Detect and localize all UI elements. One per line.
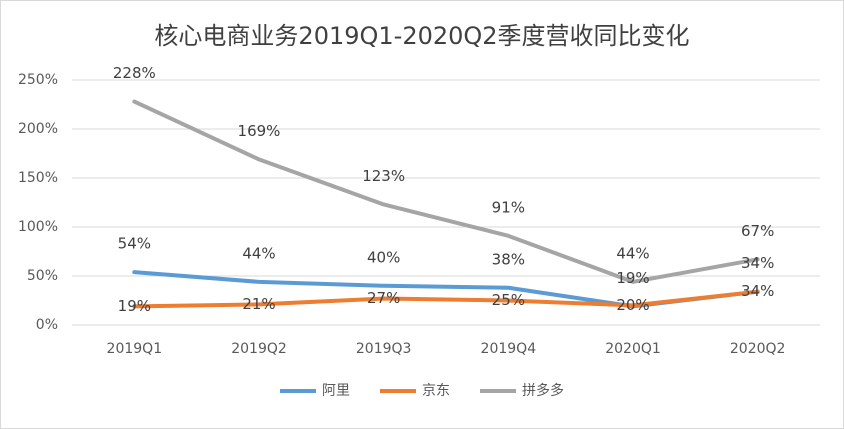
legend-label: 阿里 bbox=[322, 383, 350, 399]
data-label: 20% bbox=[616, 296, 649, 314]
data-label: 34% bbox=[741, 282, 774, 300]
x-tick-label: 2019Q1 bbox=[107, 341, 163, 357]
data-label: 40% bbox=[367, 248, 400, 266]
data-label: 19% bbox=[616, 269, 649, 287]
legend-label: 拼多多 bbox=[522, 382, 564, 399]
x-tick-label: 2019Q4 bbox=[481, 341, 537, 357]
data-label: 27% bbox=[367, 289, 400, 307]
y-tick-label: 0% bbox=[36, 317, 58, 333]
data-label: 34% bbox=[741, 254, 774, 272]
y-tick-label: 50% bbox=[27, 268, 58, 284]
data-label: 25% bbox=[492, 291, 525, 309]
data-label: 123% bbox=[362, 167, 405, 185]
data-label: 91% bbox=[492, 198, 525, 216]
data-label: 169% bbox=[238, 122, 281, 140]
series-line bbox=[132, 99, 760, 284]
data-label: 228% bbox=[113, 64, 156, 82]
y-tick-label: 100% bbox=[18, 219, 58, 235]
y-tick-label: 200% bbox=[18, 121, 58, 137]
data-label: 67% bbox=[741, 222, 774, 240]
x-tick-label: 2019Q3 bbox=[356, 341, 412, 357]
y-tick-label: 150% bbox=[18, 170, 58, 186]
x-tick-label: 2019Q2 bbox=[231, 341, 287, 357]
legend-label: 京东 bbox=[422, 383, 450, 399]
series-line bbox=[132, 289, 760, 309]
y-tick-label: 250% bbox=[18, 72, 58, 88]
data-label: 38% bbox=[492, 250, 525, 268]
data-label: 21% bbox=[242, 295, 275, 313]
data-label: 54% bbox=[118, 235, 151, 253]
chart-title: 核心电商业务2019Q1-2020Q2季度营收同比变化 bbox=[154, 22, 689, 50]
data-label: 44% bbox=[616, 244, 649, 262]
data-label: 19% bbox=[118, 297, 151, 315]
x-tick-label: 2020Q2 bbox=[730, 341, 786, 357]
data-label: 44% bbox=[242, 244, 275, 262]
x-tick-label: 2020Q1 bbox=[605, 341, 661, 357]
